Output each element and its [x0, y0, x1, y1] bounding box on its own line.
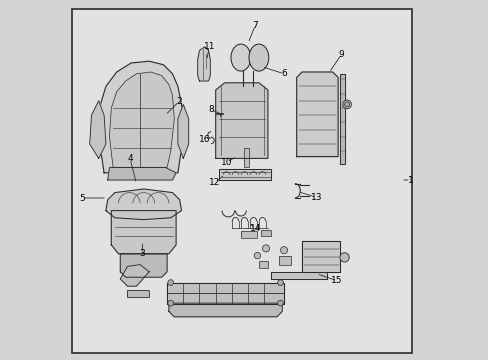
Circle shape	[262, 245, 269, 252]
Bar	[127, 290, 149, 297]
Polygon shape	[99, 61, 183, 173]
Bar	[241, 231, 257, 238]
Polygon shape	[302, 241, 339, 272]
Polygon shape	[120, 254, 167, 277]
Bar	[258, 261, 267, 268]
Text: 14: 14	[249, 224, 261, 233]
Circle shape	[167, 280, 173, 285]
Polygon shape	[271, 272, 326, 279]
Polygon shape	[219, 169, 271, 180]
Polygon shape	[106, 189, 181, 220]
Text: 7: 7	[252, 21, 258, 30]
Polygon shape	[197, 47, 210, 81]
Polygon shape	[107, 167, 176, 180]
Polygon shape	[168, 303, 282, 317]
Text: 4: 4	[127, 154, 133, 163]
Text: 1: 1	[407, 176, 413, 185]
Polygon shape	[339, 74, 345, 164]
Polygon shape	[89, 101, 106, 158]
Bar	[260, 230, 270, 236]
Polygon shape	[120, 265, 149, 286]
Text: 11: 11	[203, 42, 215, 51]
Polygon shape	[109, 72, 174, 167]
Text: 9: 9	[338, 50, 344, 59]
Text: 6: 6	[281, 69, 286, 78]
Bar	[241, 231, 257, 238]
Circle shape	[277, 300, 283, 306]
Text: 2: 2	[176, 97, 182, 106]
Text: 10: 10	[220, 158, 232, 166]
Circle shape	[339, 253, 348, 262]
Polygon shape	[178, 104, 188, 158]
Bar	[260, 230, 270, 236]
Bar	[127, 290, 149, 297]
Circle shape	[280, 247, 287, 254]
Ellipse shape	[230, 44, 250, 71]
Text: 5: 5	[79, 194, 84, 202]
Polygon shape	[167, 283, 284, 304]
Circle shape	[167, 300, 173, 306]
Bar	[244, 148, 249, 167]
Polygon shape	[215, 83, 267, 158]
Polygon shape	[296, 72, 337, 157]
Bar	[258, 261, 267, 268]
Text: 13: 13	[310, 193, 322, 202]
Circle shape	[277, 280, 283, 285]
Circle shape	[344, 102, 349, 107]
Text: 16: 16	[199, 135, 210, 144]
Circle shape	[254, 252, 260, 259]
Circle shape	[342, 100, 351, 109]
Text: 12: 12	[209, 178, 220, 187]
Bar	[278, 256, 291, 265]
Text: 3: 3	[139, 249, 144, 258]
Bar	[244, 148, 249, 167]
Text: 15: 15	[330, 276, 342, 285]
Text: 8: 8	[208, 105, 214, 114]
Bar	[278, 256, 291, 265]
Ellipse shape	[248, 44, 268, 71]
Polygon shape	[111, 211, 176, 254]
